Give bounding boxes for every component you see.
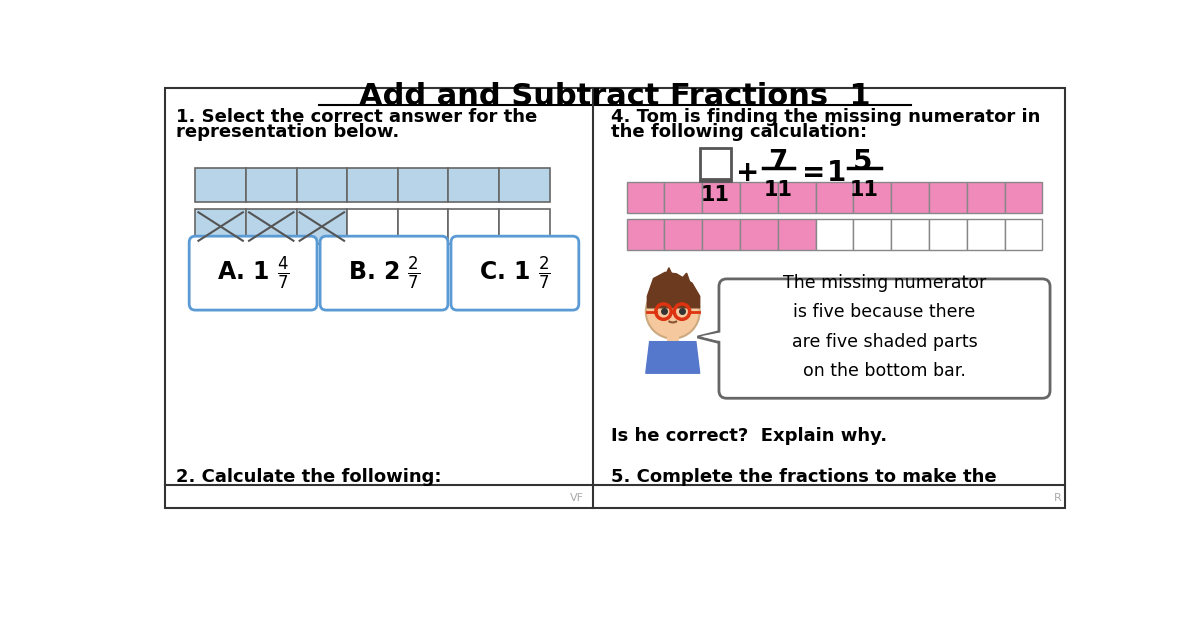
Text: 11: 11 [850, 180, 878, 200]
Bar [892, 219, 929, 250]
Text: 1. Select the correct answer for the: 1. Select the correct answer for the [176, 108, 538, 126]
Bar [967, 182, 1004, 213]
Bar [740, 219, 778, 250]
Bar [778, 182, 816, 213]
Text: 11: 11 [701, 184, 730, 204]
Bar [296, 167, 347, 203]
FancyBboxPatch shape [164, 88, 1066, 508]
Text: representation below.: representation below. [176, 124, 400, 141]
FancyBboxPatch shape [719, 279, 1050, 398]
Text: Add and Subtract Fractions  1: Add and Subtract Fractions 1 [359, 82, 871, 110]
Bar [397, 209, 449, 244]
Text: A. 1 $\frac{4}{7}$: A. 1 $\frac{4}{7}$ [217, 255, 289, 292]
Bar [702, 182, 740, 213]
Bar [740, 182, 778, 213]
Polygon shape [661, 268, 677, 285]
Polygon shape [647, 272, 700, 308]
Bar [892, 182, 929, 213]
Bar [816, 182, 853, 213]
Text: the following calculation:: the following calculation: [611, 124, 868, 141]
Bar [1004, 182, 1043, 213]
Text: 4. Tom is finding the missing numerator in: 4. Tom is finding the missing numerator … [611, 108, 1040, 126]
Polygon shape [701, 331, 728, 343]
Text: 5: 5 [853, 148, 872, 176]
Text: 2. Calculate the following:: 2. Calculate the following: [176, 468, 442, 486]
Text: C. 1 $\frac{2}{7}$: C. 1 $\frac{2}{7}$ [479, 255, 551, 292]
Polygon shape [697, 329, 728, 345]
Bar [246, 167, 296, 203]
Bar [449, 209, 499, 244]
Text: The missing numerator
is five because there
are five shaded parts
on the bottom : The missing numerator is five because th… [782, 274, 986, 380]
Bar [499, 167, 550, 203]
FancyBboxPatch shape [320, 236, 448, 310]
Bar [347, 209, 397, 244]
Text: R: R [1054, 493, 1062, 503]
Text: Is he correct?  Explain why.: Is he correct? Explain why. [611, 428, 887, 445]
Text: +: + [736, 159, 760, 187]
FancyBboxPatch shape [190, 236, 317, 310]
Bar [778, 219, 816, 250]
Bar [449, 167, 499, 203]
Bar [665, 182, 702, 213]
Polygon shape [646, 342, 700, 373]
Bar [816, 219, 853, 250]
Bar [666, 329, 679, 342]
Bar [1004, 219, 1043, 250]
Bar [853, 219, 892, 250]
Bar [665, 219, 702, 250]
Text: 11: 11 [763, 180, 793, 200]
Bar [397, 167, 449, 203]
Text: 1: 1 [827, 159, 846, 187]
FancyBboxPatch shape [451, 236, 578, 310]
Bar [347, 167, 397, 203]
Bar [196, 209, 246, 244]
Bar [196, 167, 246, 203]
Bar [702, 219, 740, 250]
Text: B. 2 $\frac{2}{7}$: B. 2 $\frac{2}{7}$ [348, 255, 420, 292]
Bar [700, 149, 731, 179]
Text: =: = [802, 159, 826, 187]
Circle shape [646, 285, 700, 339]
Polygon shape [677, 273, 692, 288]
Bar [246, 209, 296, 244]
Bar [967, 219, 1004, 250]
Bar [929, 219, 967, 250]
Bar [499, 209, 550, 244]
Text: 5. Complete the fractions to make the: 5. Complete the fractions to make the [611, 468, 997, 486]
Text: 7: 7 [768, 148, 788, 176]
Bar [929, 182, 967, 213]
Text: VF: VF [570, 493, 584, 503]
Bar [626, 219, 665, 250]
Bar [853, 182, 892, 213]
Bar [626, 182, 665, 213]
Bar [296, 209, 347, 244]
